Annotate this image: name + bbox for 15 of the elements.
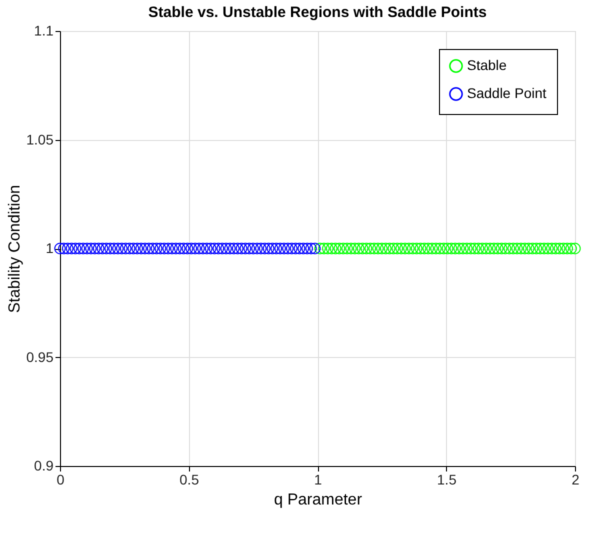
x-tick-label: 2	[572, 472, 580, 488]
x-tick-label: 1	[314, 472, 322, 488]
y-tick-label: 0.9	[34, 458, 54, 474]
y-axis-title: Stability Condition	[6, 184, 24, 314]
y-tick-label: 1.05	[26, 131, 54, 148]
x-axis-title: q Parameter	[274, 492, 363, 508]
x-tick-label: 1.5	[437, 472, 457, 488]
y-tick-label: 1	[46, 240, 54, 256]
x-tick-label: 0.5	[180, 472, 200, 488]
x-tick-label: 0	[56, 472, 65, 488]
legend-label: Saddle Point	[467, 85, 547, 101]
chart-title: Stable vs. Unstable Regions with Saddle Points	[148, 4, 487, 21]
legend-label: Stable	[467, 57, 507, 73]
y-tick-label: 1.1	[34, 22, 54, 38]
y-tick-label: 0.95	[26, 348, 54, 365]
